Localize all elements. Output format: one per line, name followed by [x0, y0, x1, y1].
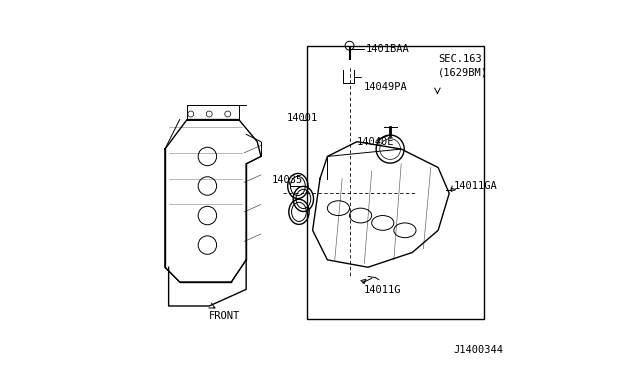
Text: 14001: 14001	[287, 113, 318, 123]
Text: J1400344: J1400344	[453, 345, 503, 355]
Text: FRONT: FRONT	[209, 311, 241, 321]
Bar	[307, 46, 484, 319]
Text: 14040E: 14040E	[357, 137, 394, 147]
Text: 14035: 14035	[271, 175, 303, 185]
Polygon shape	[360, 279, 366, 284]
Polygon shape	[451, 188, 456, 192]
Text: 14049PA: 14049PA	[364, 82, 407, 92]
Text: 1401BAA: 1401BAA	[366, 44, 410, 54]
Text: (1629BM): (1629BM)	[438, 67, 488, 77]
Text: 14011GA: 14011GA	[454, 181, 497, 191]
Text: 14011G: 14011G	[364, 285, 401, 295]
Text: SEC.163: SEC.163	[438, 54, 482, 64]
